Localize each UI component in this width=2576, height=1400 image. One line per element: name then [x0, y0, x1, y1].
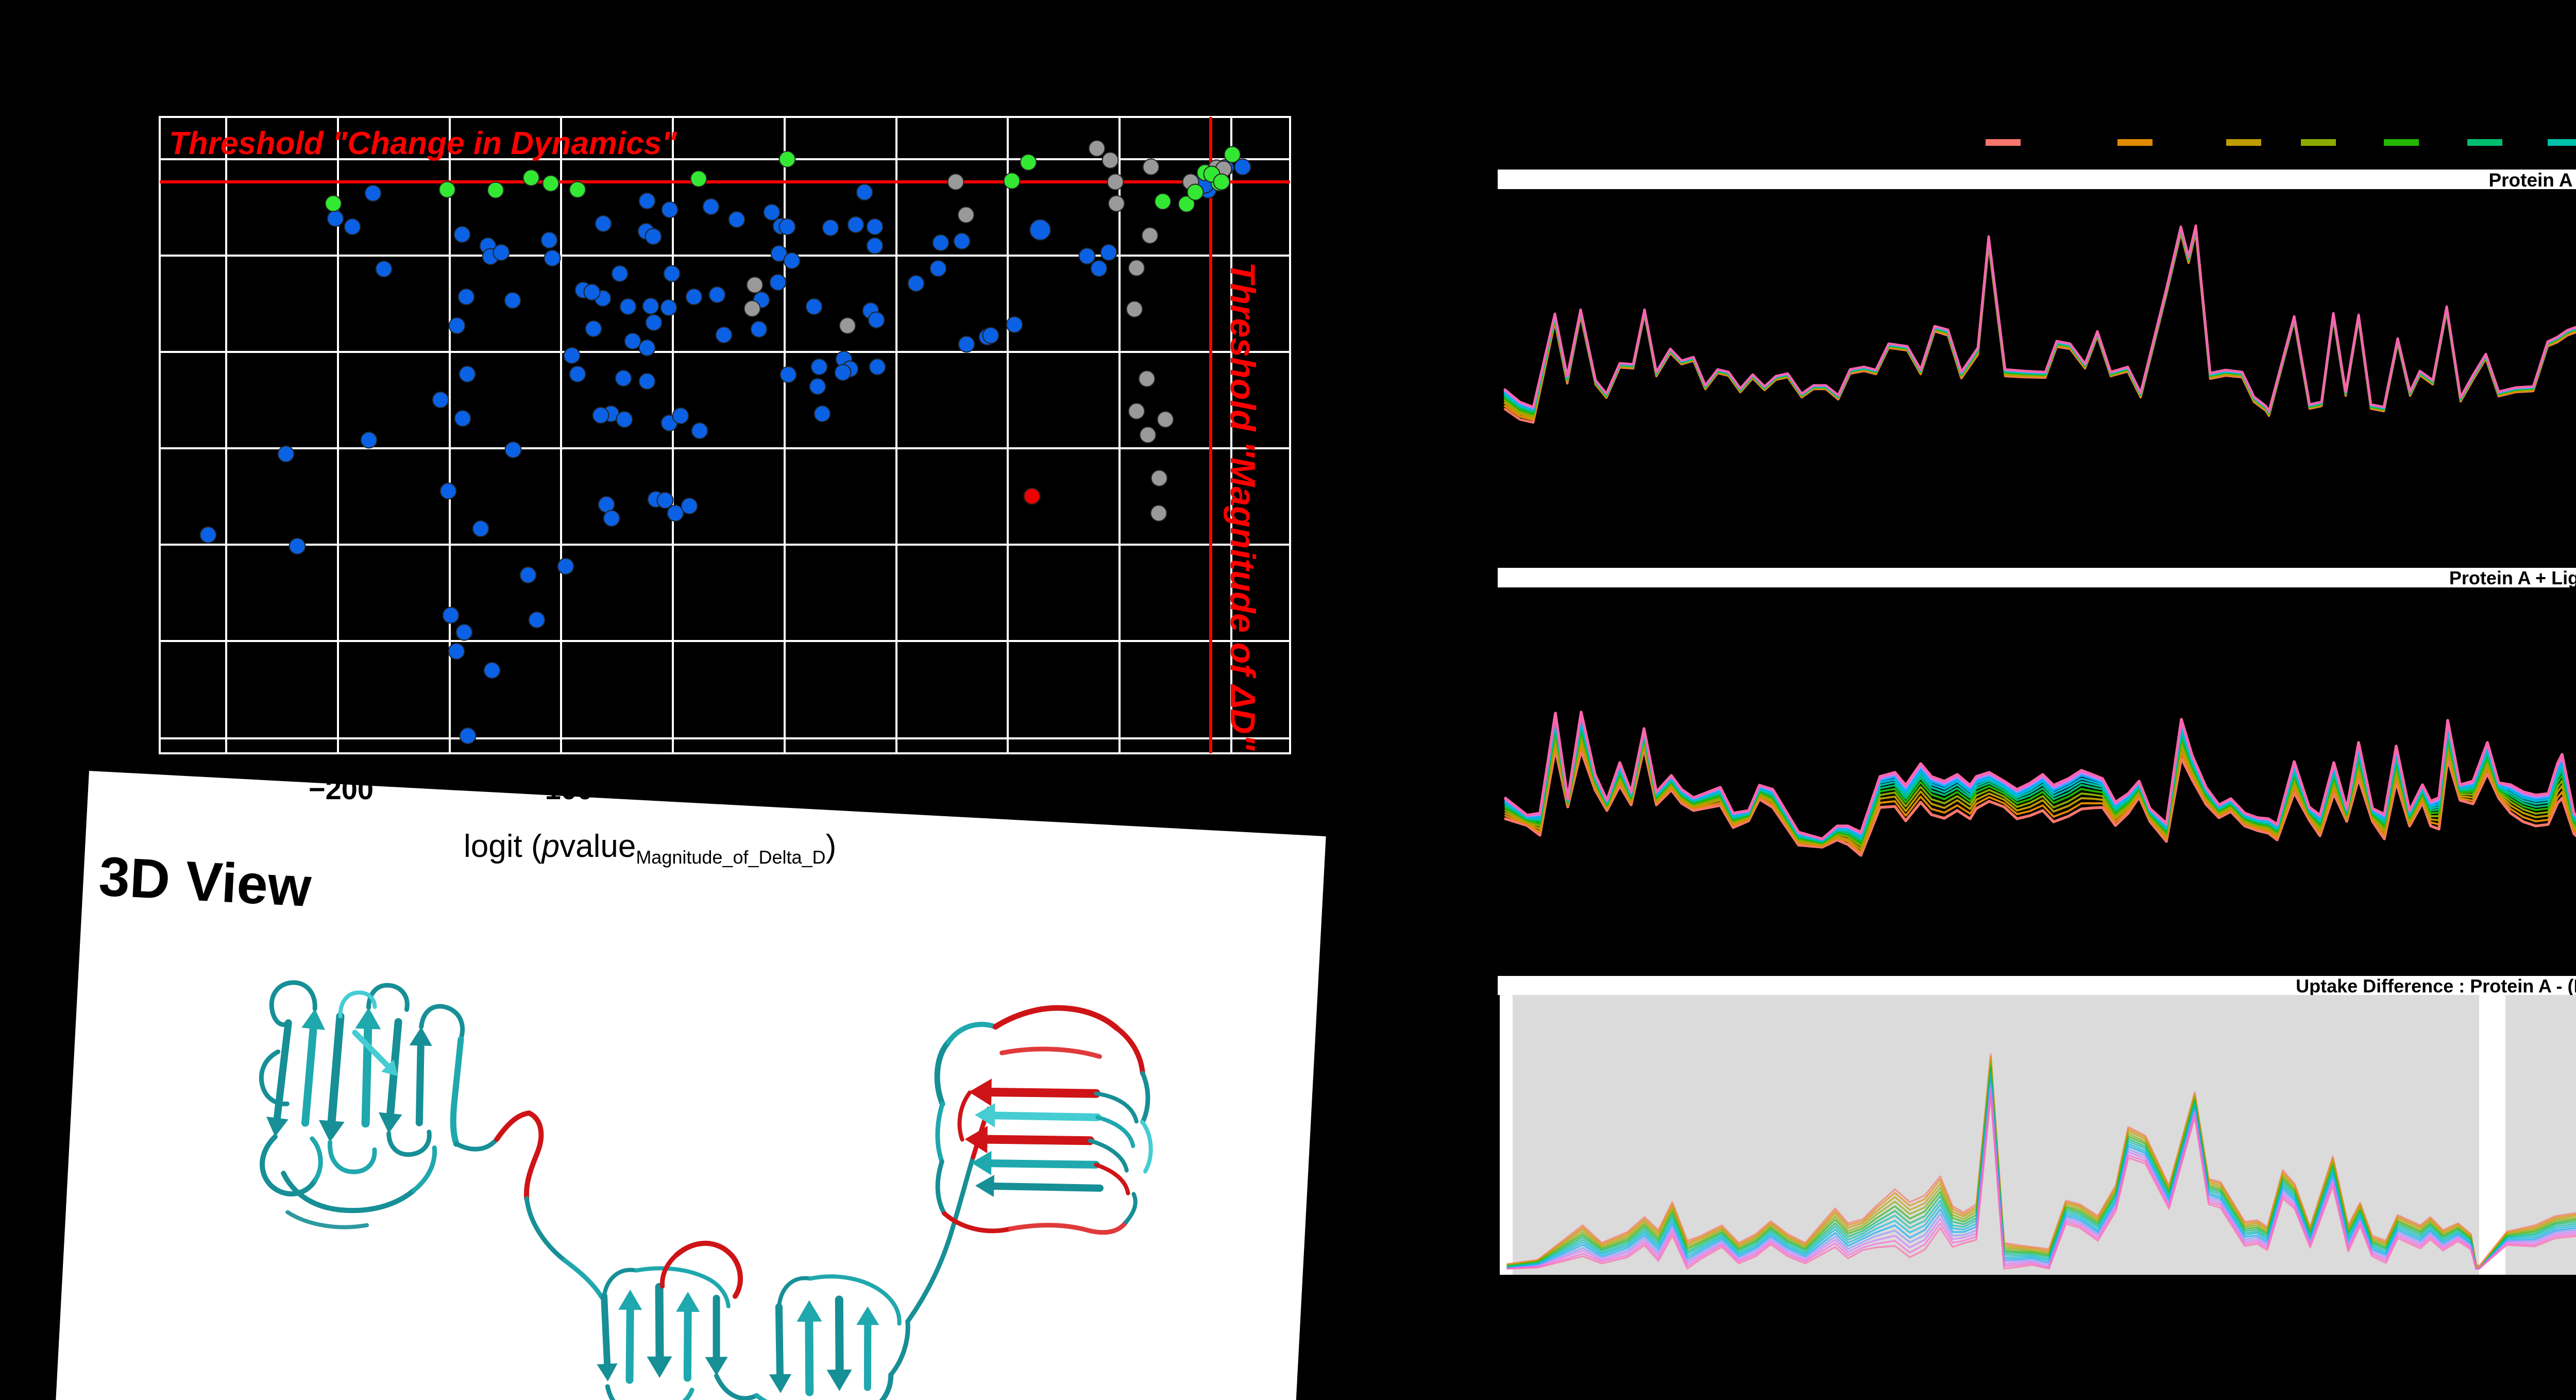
svg-text:−100: −100: [528, 773, 593, 805]
svg-text:Uptake Difference : Protein A: Uptake Difference : Protein A - (Protein…: [2296, 975, 2576, 997]
svg-text:−200: −200: [309, 773, 374, 805]
svg-text:Protein A + Ligand: Protein A + Ligand: [2449, 567, 2576, 588]
svg-text:Protein A: Protein A: [2488, 170, 2572, 191]
svg-text:Threshold "Magnitude of ΔD": Threshold "Magnitude of ΔD": [1223, 262, 1262, 751]
svg-text:logit (pvalueMagnitude_of_Delt: logit (pvalueMagnitude_of_Delta_D): [464, 829, 836, 868]
svg-text:Threshold "Change in Dynamics": Threshold "Change in Dynamics": [169, 126, 677, 161]
